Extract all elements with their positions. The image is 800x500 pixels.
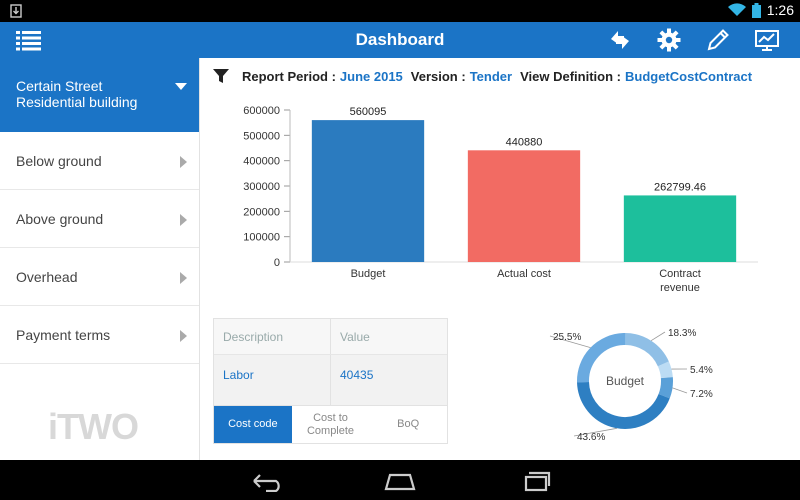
project-name: Certain Street Residential building <box>16 78 138 110</box>
bar[interactable] <box>311 120 425 262</box>
view-definition-label: View Definition : <box>520 68 621 84</box>
battery-icon <box>751 2 761 18</box>
version-value[interactable]: Tender <box>469 68 513 84</box>
tab-cost-code[interactable]: Cost code <box>214 406 292 443</box>
column-header-value: Value <box>340 330 370 344</box>
chart-monitor-icon[interactable] <box>754 27 780 53</box>
cell-description: Labor <box>214 355 331 405</box>
report-info: Report Period : June 2015 Version : Tend… <box>212 66 760 86</box>
y-tick-label: 500000 <box>243 130 280 142</box>
list-menu-icon[interactable] <box>16 28 42 52</box>
slice-label: 7.2% <box>690 389 713 400</box>
tab-cost-to-complete[interactable]: Cost to Complete <box>306 411 355 437</box>
bar[interactable] <box>467 150 581 262</box>
slice-label: 5.4% <box>690 365 713 376</box>
view-definition-value[interactable]: BudgetCostContract <box>624 68 753 84</box>
column-header-description: Description <box>214 319 331 354</box>
donut-center-label: Budget <box>606 374 645 388</box>
android-nav-bar <box>0 460 800 500</box>
cost-table: Description Value Labor 40435 Cost code … <box>213 318 448 444</box>
filter-icon[interactable] <box>212 67 230 85</box>
sidebar-item-overhead[interactable]: Overhead <box>0 248 199 306</box>
download-notification-icon <box>10 4 22 18</box>
slice-label: 43.6% <box>577 432 605 443</box>
slice-leader-line <box>549 335 591 348</box>
table-header: Description Value <box>214 319 447 355</box>
itwo-logo: iTWO <box>48 406 139 447</box>
sidebar-item-payment-terms[interactable]: Payment terms <box>0 306 199 364</box>
status-bar: 1:26 <box>0 0 800 22</box>
donut-slice[interactable] <box>577 333 673 429</box>
bar-value-label: 560095 <box>350 106 387 118</box>
chevron-right-icon <box>180 330 187 342</box>
x-category-label: Actual cost <box>497 268 551 280</box>
home-icon[interactable] <box>380 470 420 492</box>
x-category-label: Budget <box>351 268 386 280</box>
pencil-icon[interactable] <box>705 27 731 53</box>
caret-down-icon <box>175 83 187 90</box>
y-tick-label: 600000 <box>243 105 280 117</box>
gear-icon[interactable] <box>656 27 682 53</box>
bar-chart-svg: 0 100000 200000 300000 400000 500000 600000 560… <box>243 105 758 294</box>
tab-boq[interactable]: BoQ <box>397 418 420 430</box>
sync-icon[interactable] <box>607 27 633 53</box>
donut-slice[interactable] <box>570 326 681 437</box>
chevron-right-icon <box>180 156 187 168</box>
y-tick-label: 100000 <box>243 232 280 244</box>
sidebar-item-label: Payment terms <box>16 327 111 343</box>
bar-value-label: 440880 <box>506 136 543 148</box>
slice-label: 18.3% <box>668 328 696 339</box>
sidebar: Certain Street Residential building Belo… <box>0 58 200 460</box>
slice-leader-line <box>573 427 617 437</box>
budget-donut-chart: 18.3% 5.4% 7.2% 43.6% 25.5% Budget <box>540 316 740 446</box>
y-tick-label: 0 <box>274 257 280 269</box>
report-period-value[interactable]: June 2015 <box>339 68 403 84</box>
y-tick-label: 400000 <box>243 156 280 168</box>
slice-label: 25.5% <box>553 332 581 343</box>
cell-value: 40435 <box>340 368 374 382</box>
table-row[interactable]: Labor 40435 <box>214 355 447 405</box>
wifi-icon <box>727 3 746 17</box>
bar-value-label: 262799.46 <box>654 181 706 193</box>
x-category-label: Contract revenue <box>659 268 701 294</box>
clock: 1:26 <box>766 2 794 18</box>
slice-leader-line <box>650 331 666 342</box>
slice-leader-line <box>672 387 688 394</box>
report-period-label: Report Period : <box>242 68 336 84</box>
table-tabs: Cost code Cost to Complete BoQ <box>214 405 447 443</box>
app-bar: Dashboard <box>0 22 800 58</box>
donut-svg: 18.3% 5.4% 7.2% 43.6% 25.5% Budget <box>549 326 713 443</box>
version-label: Version : <box>410 68 466 84</box>
recent-apps-icon[interactable] <box>516 470 556 492</box>
chevron-right-icon <box>180 272 187 284</box>
sidebar-item-label: Overhead <box>16 269 78 285</box>
back-icon[interactable] <box>246 470 286 492</box>
project-selector[interactable]: Certain Street Residential building <box>0 58 199 132</box>
chevron-right-icon <box>180 214 187 226</box>
y-tick-label: 200000 <box>243 206 280 218</box>
sidebar-item-label: Below ground <box>16 153 102 169</box>
sidebar-item-above-ground[interactable]: Above ground <box>0 190 199 248</box>
y-tick-label: 300000 <box>243 181 280 193</box>
page-title: Dashboard <box>355 30 445 49</box>
sidebar-item-below-ground[interactable]: Below ground <box>0 132 199 190</box>
donut-slice[interactable] <box>571 327 680 436</box>
sidebar-item-label: Above ground <box>16 211 104 227</box>
bar-chart: 0 100000 200000 300000 400000 500000 600000 560… <box>212 98 772 308</box>
bar[interactable] <box>623 195 737 262</box>
